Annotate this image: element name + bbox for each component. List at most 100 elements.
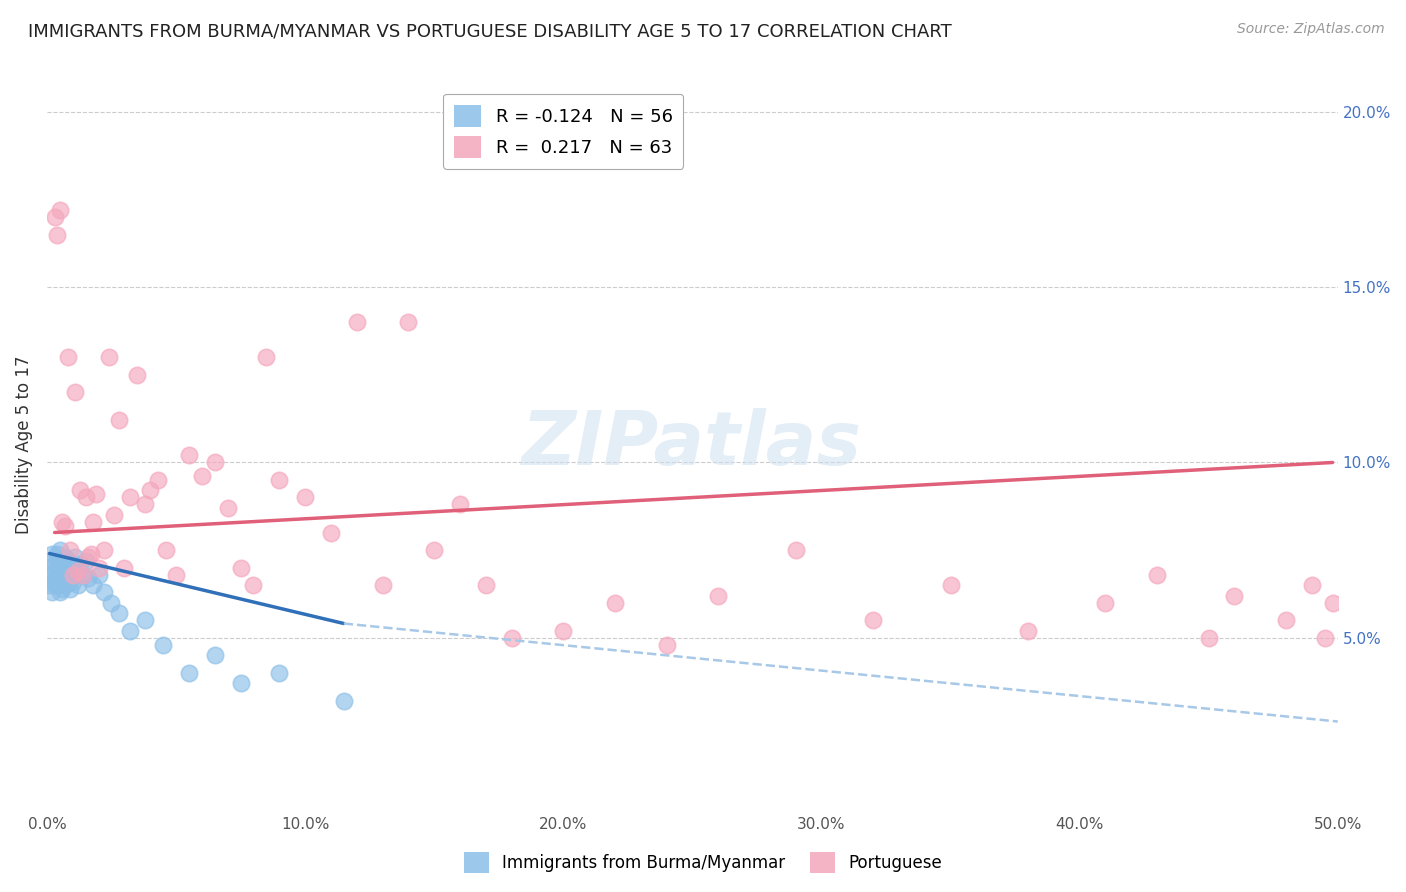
Point (62, 560, 84, 574)
Point (53, 567, 76, 582)
Point (204, 648, 226, 662)
Point (785, 543, 807, 558)
Point (152, 638, 174, 652)
Point (204, 455, 226, 469)
Point (93, 543, 115, 558)
Legend: Immigrants from Burma/Myanmar, Portuguese: Immigrants from Burma/Myanmar, Portugues… (457, 846, 949, 880)
Point (49, 571, 72, 585)
Point (165, 567, 187, 582)
Point (1223, 589, 1246, 603)
Point (371, 578, 394, 592)
Point (44, 571, 66, 585)
Point (112, 560, 135, 574)
Text: Source: ZipAtlas.com: Source: ZipAtlas.com (1237, 22, 1385, 37)
Point (82, 578, 104, 592)
Point (56, 553, 79, 567)
Point (118, 491, 141, 505)
Point (1094, 595, 1116, 609)
Point (56, 574, 79, 589)
Point (396, 316, 419, 330)
Point (53, 549, 76, 564)
Point (65, 549, 87, 564)
Point (75, 491, 97, 505)
Point (333, 693, 356, 707)
Point (177, 449, 200, 463)
Point (65, 385, 87, 400)
Point (87, 567, 110, 582)
Point (217, 501, 239, 516)
Point (46, 567, 69, 582)
Point (41, 547, 63, 561)
Point (242, 578, 264, 592)
Point (423, 543, 446, 558)
Point (87, 560, 110, 574)
Legend: R = -0.124   N = 56, R =  0.217   N = 63: R = -0.124 N = 56, R = 0.217 N = 63 (443, 94, 683, 169)
Point (108, 606, 131, 620)
Point (84, 487, 107, 501)
Text: ZIPatlas: ZIPatlas (522, 409, 862, 482)
Point (44, 578, 66, 592)
Point (1322, 595, 1344, 609)
Point (59, 557, 82, 571)
Point (146, 473, 169, 487)
Point (51, 582, 73, 596)
Point (66, 564, 89, 578)
Point (939, 578, 962, 592)
Point (191, 469, 214, 483)
Point (62, 567, 84, 582)
Point (46, 547, 69, 561)
Point (49, 543, 72, 558)
Point (553, 624, 575, 638)
Point (93, 585, 115, 599)
Point (46, 560, 69, 574)
Point (72, 567, 94, 582)
Point (69, 557, 91, 571)
Point (269, 665, 291, 680)
Point (51, 515, 73, 529)
Point (44, 564, 66, 578)
Point (77, 571, 100, 585)
Point (51, 574, 73, 589)
Point (41, 567, 63, 582)
Point (44, 557, 66, 571)
Point (108, 413, 131, 427)
Point (862, 613, 884, 627)
Point (49, 553, 72, 567)
Point (53, 560, 76, 574)
Point (44, 211, 66, 225)
Point (155, 543, 177, 558)
Y-axis label: Disability Age 5 to 17: Disability Age 5 to 17 (15, 356, 32, 534)
Point (77, 549, 100, 564)
Point (82, 515, 104, 529)
Point (53, 578, 76, 592)
Point (1313, 631, 1336, 645)
Point (655, 638, 678, 652)
Point (1017, 624, 1039, 638)
Point (254, 351, 277, 365)
Point (46, 578, 69, 592)
Point (707, 589, 730, 603)
Point (229, 560, 252, 574)
Point (603, 595, 626, 609)
Point (41, 585, 63, 599)
Point (319, 525, 342, 540)
Point (177, 665, 200, 680)
Point (103, 508, 125, 522)
Point (65, 567, 87, 582)
Point (62, 574, 84, 589)
Point (38, 578, 60, 592)
Point (75, 553, 97, 567)
Point (118, 624, 141, 638)
Point (97, 351, 120, 365)
Point (100, 595, 122, 609)
Point (449, 498, 471, 512)
Point (38, 553, 60, 567)
Point (53, 571, 76, 585)
Point (49, 585, 72, 599)
Point (269, 473, 291, 487)
Point (53, 518, 76, 533)
Point (1301, 578, 1323, 592)
Point (46, 227, 69, 242)
Point (1275, 613, 1298, 627)
Point (59, 543, 82, 558)
